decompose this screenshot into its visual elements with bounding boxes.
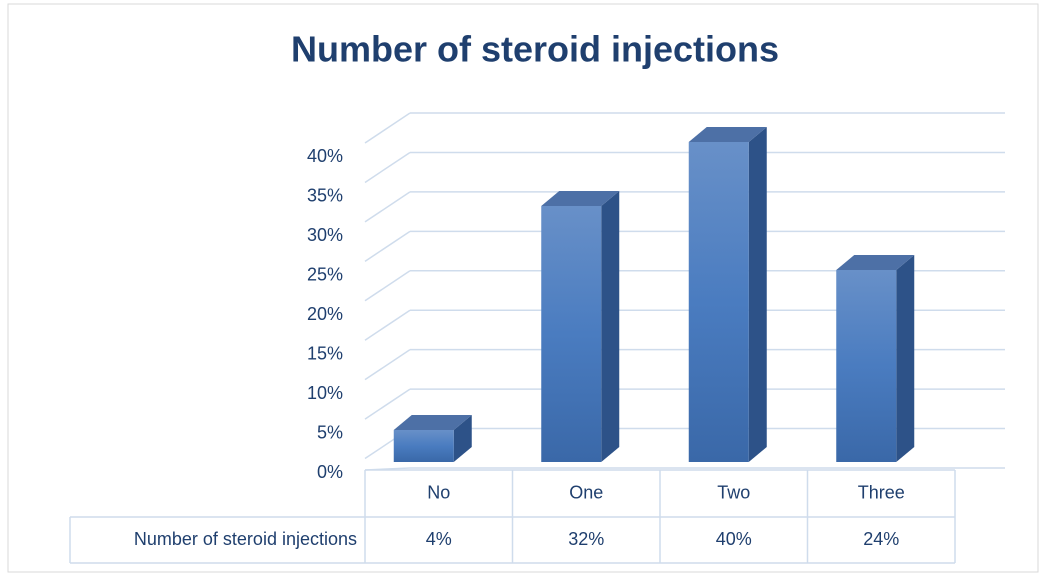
x-tick-label: Three	[858, 482, 905, 502]
x-tick-label: One	[569, 482, 603, 502]
bar	[541, 206, 602, 462]
data-label: 32%	[568, 529, 604, 549]
y-tick-label: 10%	[307, 383, 343, 403]
y-tick-label: 25%	[307, 265, 343, 285]
grid-line-side	[364, 349, 411, 381]
y-tick-label: 5%	[317, 422, 343, 442]
grid-line-side	[364, 270, 411, 302]
x-tick-label: Two	[717, 482, 750, 502]
y-tick-label: 35%	[307, 186, 343, 206]
data-label: 24%	[863, 529, 899, 549]
grid-line-side	[364, 191, 411, 223]
bar-top	[541, 191, 620, 206]
grid-line-side-top	[364, 112, 411, 144]
grid-line-side	[364, 388, 411, 420]
data-label: 4%	[426, 529, 452, 549]
bar-side	[601, 191, 620, 462]
y-tick-label: 40%	[307, 146, 343, 166]
bar-side	[748, 127, 767, 462]
grid-line-side	[364, 230, 411, 262]
grid-line-side	[364, 151, 411, 184]
bar	[836, 270, 897, 462]
bar-top	[688, 127, 767, 142]
y-tick-label: 0%	[317, 462, 343, 482]
bar-side	[453, 415, 472, 462]
y-tick-label: 30%	[307, 225, 343, 245]
legend-label: Number of steroid injections	[134, 529, 357, 549]
data-label: 40%	[716, 529, 752, 549]
chart-title: Number of steroid injections	[291, 29, 779, 70]
bar	[688, 142, 749, 462]
x-tick-label: No	[427, 482, 450, 502]
y-tick-label: 20%	[307, 304, 343, 324]
bar-top	[393, 415, 472, 430]
bar-top	[836, 255, 915, 270]
bar-side	[896, 255, 915, 462]
bar	[393, 430, 454, 462]
grid-line-side	[364, 309, 411, 341]
y-tick-label: 15%	[307, 343, 343, 363]
